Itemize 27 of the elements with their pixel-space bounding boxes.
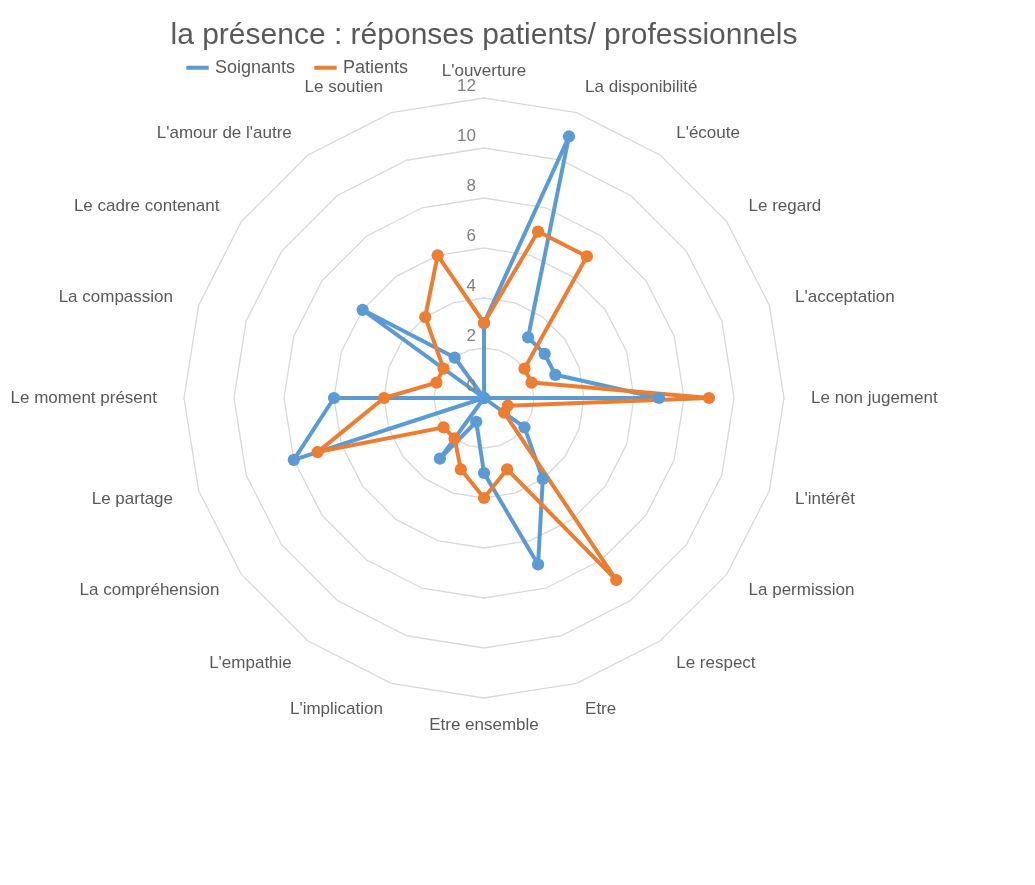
spoke-label: Le partage xyxy=(91,489,173,509)
spoke-label: L'acceptation xyxy=(795,286,895,306)
spoke-label: Le soutien xyxy=(304,77,383,96)
chart-title: la présence : réponses patients/ professionnels xyxy=(170,17,798,50)
y-tick-label: 6 xyxy=(466,226,476,245)
spoke-label: L'intérêt xyxy=(795,489,856,509)
spoke-label: Le regard xyxy=(748,195,822,215)
legend-label: Soignants xyxy=(215,56,296,77)
spoke-label: Etre xyxy=(585,699,617,718)
spoke-label: L'empathie xyxy=(209,652,292,672)
spoke-label: L'implication xyxy=(289,699,383,718)
y-tick-label: 4 xyxy=(466,276,476,295)
spoke-label: Le moment présent xyxy=(10,388,158,407)
y-tick-label: 10 xyxy=(457,126,476,145)
spoke-label: Le cadre contenant xyxy=(73,195,220,215)
spoke-label: La disponibilité xyxy=(585,77,698,96)
spoke-label: Le non jugement xyxy=(811,388,938,407)
spoke-label: Etre ensemble xyxy=(429,715,539,734)
spoke-label: La compassion xyxy=(58,286,173,306)
y-tick-label: 2 xyxy=(466,326,476,345)
spoke-label: L'écoute xyxy=(676,123,740,143)
spoke-label: Le respect xyxy=(676,652,756,672)
spoke-label: La compréhension xyxy=(79,580,220,600)
legend-label: Patients xyxy=(343,56,409,77)
spoke-label: L'amour de l'autre xyxy=(156,123,292,143)
spoke-label: La permission xyxy=(748,580,855,600)
y-tick-label: 8 xyxy=(466,176,476,195)
